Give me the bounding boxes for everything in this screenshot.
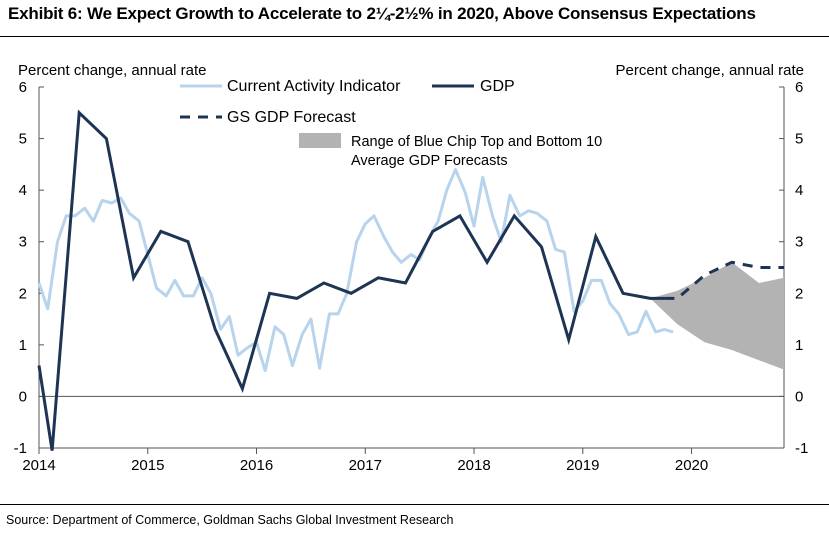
blue-chip-range-band — [650, 262, 784, 370]
y-tick-label-right: 0 — [795, 388, 803, 405]
series-line-gdp — [37, 109, 665, 451]
chart-title: Exhibit 6: We Expect Growth to Accelerat… — [8, 4, 756, 23]
y-tick-label-left: 2 — [19, 285, 27, 302]
x-tick-label: 2018 — [457, 457, 490, 474]
legend-label-range-line2: Average GDP Forecasts — [351, 153, 508, 169]
y-tick-label-right: 2 — [795, 285, 803, 302]
y-tick-label-left: 5 — [19, 131, 27, 148]
y-tick-label-right: 4 — [795, 182, 803, 199]
chart-canvas: -1 -1 0 0 1 1 2 2 3 3 4 4 5 5 6 6 2014 2015 2016 2017 2018 20… — [14, 62, 809, 474]
x-tick-label: 2014 — [22, 457, 55, 474]
y-tick-label-left: 4 — [19, 182, 27, 199]
x-tick-label: 2019 — [566, 457, 599, 474]
legend-label-forecast: GS GDP Forecast — [227, 109, 356, 126]
x-tick-label: 2016 — [240, 457, 273, 474]
source-note: Source: Department of Commerce, Goldman … — [6, 513, 454, 527]
y-tick-label-right: 3 — [795, 234, 803, 251]
x-tick-label: 2020 — [675, 457, 708, 474]
legend-label-range: Range of Blue Chip Top and Bottom 10 — [351, 134, 602, 150]
legend-label-cai: Current Activity Indicator — [227, 78, 401, 95]
y-axis-label-left: Percent change, annual rate — [18, 62, 206, 79]
x-tick-label: 2015 — [131, 457, 164, 474]
series-line-current-activity-indicator — [37, 168, 674, 373]
title-rule — [0, 36, 829, 37]
legend-label-gdp: GDP — [480, 78, 515, 95]
y-tick-label-right: 1 — [795, 337, 803, 354]
series-line-gs-gdp-forecast — [664, 260, 784, 300]
y-tick-label-left: 3 — [19, 234, 27, 251]
y-tick-label-right: 6 — [795, 79, 803, 96]
y-tick-label-right: 5 — [795, 131, 803, 148]
y-tick-label-left: 1 — [19, 337, 27, 354]
y-tick-label-left: -1 — [14, 440, 27, 457]
y-tick-label-right: -1 — [795, 440, 808, 457]
source-rule — [0, 504, 829, 505]
y-axis-label-right: Percent change, annual rate — [616, 62, 804, 79]
legend-swatch-range — [299, 133, 341, 148]
x-tick-label: 2017 — [349, 457, 382, 474]
y-tick-label-left: 6 — [19, 79, 27, 96]
y-tick-label-left: 0 — [19, 388, 27, 405]
